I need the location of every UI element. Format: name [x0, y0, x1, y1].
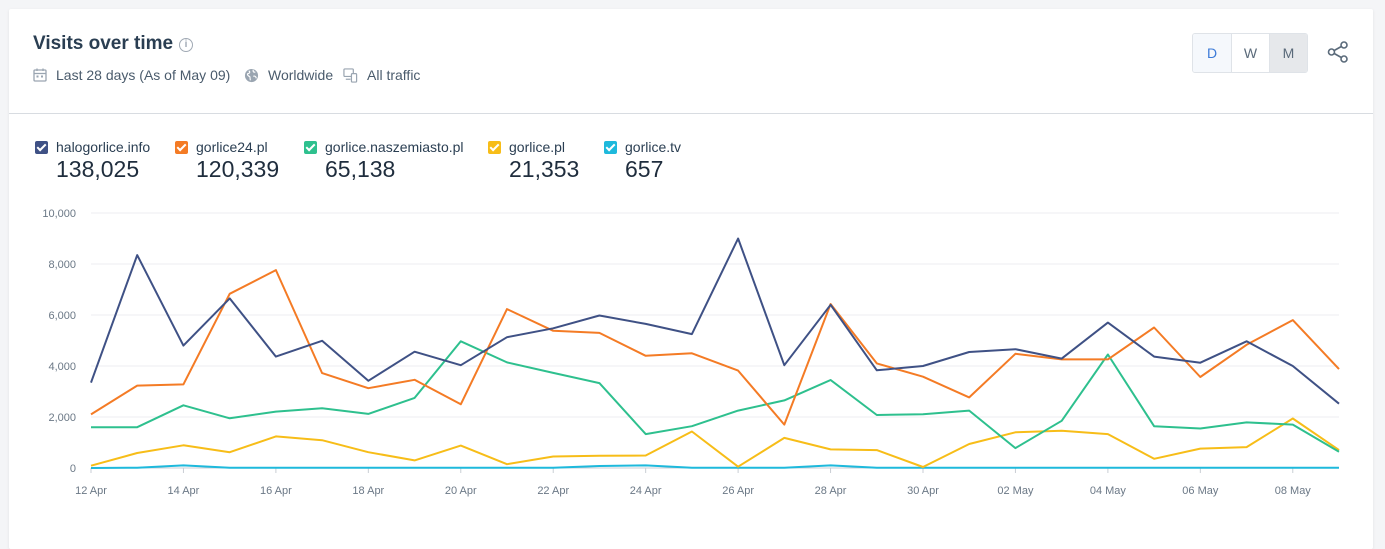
legend-series-name: gorlice.pl: [509, 139, 566, 155]
granularity-week-button[interactable]: W: [1231, 34, 1269, 72]
series-line-gorlice-tv: [90, 464, 1339, 469]
x-tick-label: 16 Apr: [260, 485, 292, 497]
legend-series-name: gorlice.tv: [625, 139, 682, 155]
traffic-label: All traffic: [367, 67, 421, 83]
series-line-gorlice-naszemiasto-pl: [91, 340, 1340, 453]
legend-item-gorlice-tv[interactable]: gorlice.tv 657: [604, 139, 681, 183]
series-line-halogorlice-info: [90, 237, 1340, 405]
date-range-label: Last 28 days (As of May 09): [56, 67, 231, 83]
legend-series-total: 65,138: [325, 156, 396, 182]
x-tick-label: 02 May: [997, 485, 1034, 497]
date-range: Last 28 days (As of May 09): [33, 67, 230, 83]
granularity-month-button[interactable]: M: [1269, 34, 1307, 72]
legend-series-total: 21,353: [509, 156, 580, 182]
legend-series-total: 138,025: [56, 156, 140, 182]
x-tick-label: 28 Apr: [815, 485, 847, 497]
legend-series-total: 657: [625, 156, 664, 182]
x-tick-label: 14 Apr: [168, 485, 200, 497]
x-tick-label: 12 Apr: [75, 485, 107, 497]
granularity-toggle: D W M: [1192, 33, 1308, 73]
legend-item-halogorlice[interactable]: halogorlice.info 138,025: [35, 139, 150, 183]
region: Worldwide: [244, 67, 333, 83]
traffic-type: All traffic: [343, 67, 420, 83]
legend-item-gorlice24[interactable]: gorlice24.pl 120,339: [175, 139, 279, 183]
x-tick-label: 08 May: [1275, 485, 1312, 497]
series-line-gorlice24-pl: [90, 269, 1340, 426]
header-divider: [9, 113, 1373, 114]
visits-card: Visits over time i Last 28 days (As of M…: [9, 9, 1373, 549]
legend-checkbox[interactable]: [604, 140, 617, 154]
legend-checkbox[interactable]: [35, 140, 48, 154]
y-tick-label: 10,000: [42, 208, 76, 220]
share-icon[interactable]: [1327, 41, 1349, 63]
legend-checkbox[interactable]: [304, 140, 317, 154]
x-tick-label: 20 Apr: [445, 485, 477, 497]
legend-item-naszemiasto[interactable]: gorlice.naszemiasto.pl 65,138: [304, 139, 464, 183]
legend-series-name: gorlice.naszemiasto.pl: [325, 139, 464, 155]
y-tick-label: 2,000: [48, 412, 76, 424]
y-tick-label: 0: [70, 463, 76, 475]
x-tick-label: 24 Apr: [630, 485, 662, 497]
region-label: Worldwide: [268, 67, 334, 83]
globe-icon: [244, 68, 259, 82]
granularity-day-button[interactable]: D: [1193, 34, 1231, 72]
series-line-gorlice-pl: [90, 417, 1340, 468]
info-icon[interactable]: i: [179, 38, 193, 52]
x-tick-label: 06 May: [1182, 485, 1219, 497]
legend-checkbox[interactable]: [175, 140, 188, 154]
x-tick-label: 04 May: [1090, 485, 1127, 497]
card-title: Visits over time: [33, 33, 174, 54]
legend-series-name: gorlice24.pl: [196, 139, 268, 155]
x-tick-label: 22 Apr: [537, 485, 569, 497]
y-tick-label: 6,000: [48, 310, 76, 322]
x-tick-label: 30 Apr: [907, 485, 939, 497]
legend-checkbox[interactable]: [488, 140, 501, 154]
legend-series-total: 120,339: [196, 156, 280, 182]
y-tick-label: 8,000: [48, 259, 76, 271]
x-tick-label: 26 Apr: [722, 485, 754, 497]
calendar-icon: [33, 68, 47, 82]
devices-icon: [343, 67, 358, 83]
legend-series-name: halogorlice.info: [56, 139, 151, 155]
legend-item-gorlice-pl[interactable]: gorlice.pl 21,353: [488, 139, 579, 183]
x-tick-label: 18 Apr: [352, 485, 384, 497]
y-tick-label: 4,000: [48, 361, 76, 373]
